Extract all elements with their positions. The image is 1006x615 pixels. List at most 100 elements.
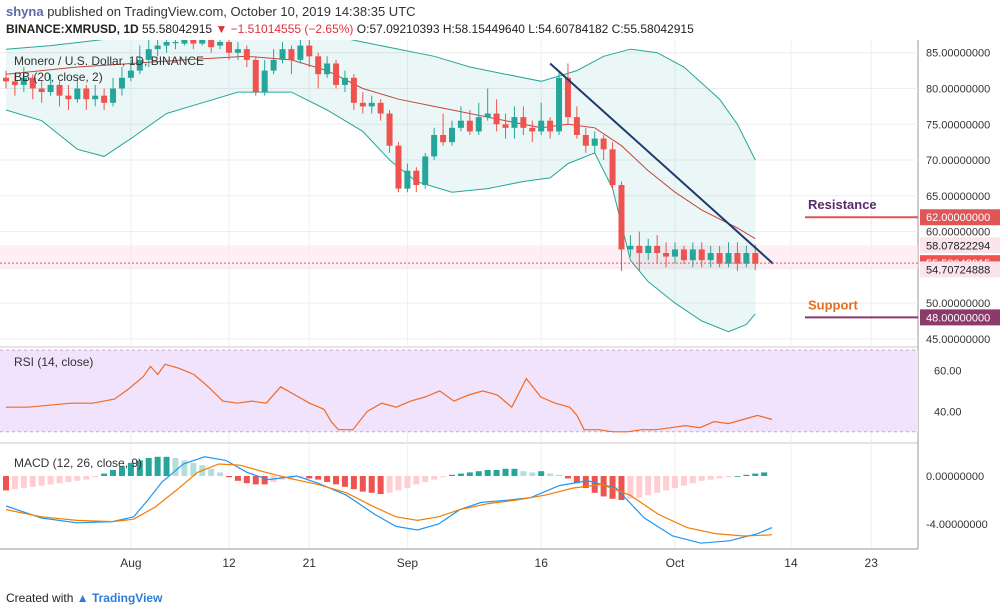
macd-histogram-bar bbox=[350, 476, 357, 490]
candle-body bbox=[654, 245, 661, 254]
macd-histogram-bar bbox=[502, 468, 509, 476]
candle-body bbox=[707, 253, 714, 261]
candle-body bbox=[217, 42, 224, 46]
macd-histogram-bar bbox=[324, 476, 331, 482]
candle-body bbox=[386, 113, 393, 146]
candle-body bbox=[672, 249, 678, 257]
macd-histogram-bar bbox=[118, 466, 125, 476]
macd-histogram-bar bbox=[172, 458, 179, 476]
macd-histogram-bar bbox=[511, 468, 518, 476]
candle-body bbox=[145, 49, 152, 60]
macd-histogram-bar bbox=[752, 473, 759, 476]
symbol-info: BINANCE:XMRUSD, 1D 55.58042915 ▼ −1.5101… bbox=[6, 22, 694, 36]
macd-histogram-bar bbox=[538, 471, 545, 476]
macd-histogram-bar bbox=[190, 462, 197, 476]
macd-histogram-bar bbox=[20, 476, 27, 488]
candle-body bbox=[136, 59, 143, 71]
publish-info: shyna published on TradingView.com, Octo… bbox=[6, 4, 416, 19]
macd-label: MACD (12, 26, close, 9) bbox=[14, 456, 142, 470]
macd-histogram-bar bbox=[29, 476, 36, 487]
author-name[interactable]: shyna bbox=[6, 4, 44, 19]
candle-body bbox=[56, 84, 63, 96]
candle-body bbox=[413, 170, 420, 186]
candle-body bbox=[101, 95, 108, 103]
macd-histogram-bar bbox=[56, 476, 63, 484]
macd-histogram-bar bbox=[341, 476, 348, 487]
macd-histogram-bar bbox=[645, 476, 652, 496]
tradingview-logo-icon: ▲ bbox=[76, 591, 89, 605]
candle-body bbox=[457, 120, 464, 128]
macd-histogram-bar bbox=[707, 476, 714, 480]
macd-histogram-bar bbox=[404, 476, 411, 488]
macd-histogram-bar bbox=[74, 476, 81, 481]
macd-histogram-bar bbox=[368, 476, 375, 493]
candle-body bbox=[3, 77, 9, 82]
macd-histogram-bar bbox=[654, 476, 661, 493]
macd-histogram-bar bbox=[466, 472, 473, 476]
tradingview-brand[interactable]: TradingView bbox=[91, 591, 163, 605]
macd-histogram-bar bbox=[618, 476, 625, 500]
macd-histogram-bar bbox=[181, 460, 188, 476]
ohlc-values: O:57.09210393 H:58.15449640 L:54.6078418… bbox=[356, 22, 694, 36]
candle-body bbox=[680, 249, 687, 261]
candle-body bbox=[359, 102, 366, 107]
macd-histogram-bar bbox=[208, 468, 215, 476]
price-range-shade bbox=[0, 245, 918, 270]
last-price: 55.58042915 bbox=[142, 22, 213, 36]
price-label-box bbox=[920, 261, 1000, 278]
macd-histogram-bar bbox=[315, 476, 322, 480]
macd-histogram-bar bbox=[92, 476, 99, 478]
macd-histogram-bar bbox=[386, 476, 393, 493]
macd-histogram-bar bbox=[252, 476, 259, 485]
candle-body bbox=[110, 88, 117, 103]
macd-histogram-bar bbox=[672, 476, 678, 488]
candle-body bbox=[92, 95, 99, 100]
price-tick-label: 50.00000000 bbox=[926, 298, 990, 310]
macd-histogram-bar bbox=[493, 470, 500, 476]
candle-body bbox=[154, 45, 161, 50]
candle-body bbox=[564, 77, 571, 118]
rsi-band bbox=[0, 350, 918, 432]
macd-histogram-bar bbox=[636, 476, 643, 498]
rsi-tick-label: 60.00 bbox=[934, 365, 962, 377]
candle-body bbox=[377, 102, 384, 114]
candle-body bbox=[449, 127, 455, 143]
macd-histogram-bar bbox=[716, 476, 723, 479]
macd-histogram-bar bbox=[154, 456, 161, 476]
macd-histogram-bar bbox=[47, 476, 54, 485]
candle-body bbox=[127, 70, 134, 78]
candle-body bbox=[752, 253, 759, 264]
candle-body bbox=[484, 113, 491, 118]
bb-lower-line bbox=[5, 91, 756, 333]
macd-histogram-bar bbox=[564, 476, 571, 479]
candle-body bbox=[743, 253, 750, 264]
candle-body bbox=[190, 40, 197, 44]
candle-body bbox=[11, 81, 18, 85]
candle-body bbox=[261, 70, 268, 93]
bollinger-band-fill bbox=[6, 40, 756, 332]
trendline[interactable] bbox=[549, 62, 774, 265]
macd-histogram-bar bbox=[725, 476, 732, 478]
candle-body bbox=[74, 88, 81, 100]
x-tick-label: 14 bbox=[784, 556, 798, 570]
candle-body bbox=[440, 134, 447, 143]
macd-signal-line bbox=[5, 463, 773, 537]
macd-histogram-bar bbox=[689, 476, 696, 484]
x-tick-label: 23 bbox=[865, 556, 879, 570]
macd-histogram-bar bbox=[11, 476, 18, 490]
chart-title: Monero / U.S. Dollar, 1D, BINANCE bbox=[14, 54, 204, 68]
candle-body bbox=[627, 245, 634, 250]
macd-histogram-bar bbox=[573, 476, 580, 484]
macd-line bbox=[5, 456, 773, 544]
rsi-label: RSI (14, close) bbox=[14, 355, 93, 369]
candle-body bbox=[29, 77, 36, 89]
macd-histogram-bar bbox=[431, 476, 438, 480]
price-chart[interactable]: Resistance Support Aug 12 21 Sep 16 Oct 14 23 45.… bbox=[0, 40, 1006, 585]
candle-body bbox=[65, 95, 72, 100]
candle-body bbox=[47, 84, 54, 93]
macd-histogram-bar bbox=[83, 476, 90, 480]
candle-body bbox=[279, 49, 286, 60]
candle-body bbox=[725, 253, 732, 264]
macd-histogram-bar bbox=[627, 476, 634, 499]
macd-histogram-bar bbox=[306, 476, 313, 479]
